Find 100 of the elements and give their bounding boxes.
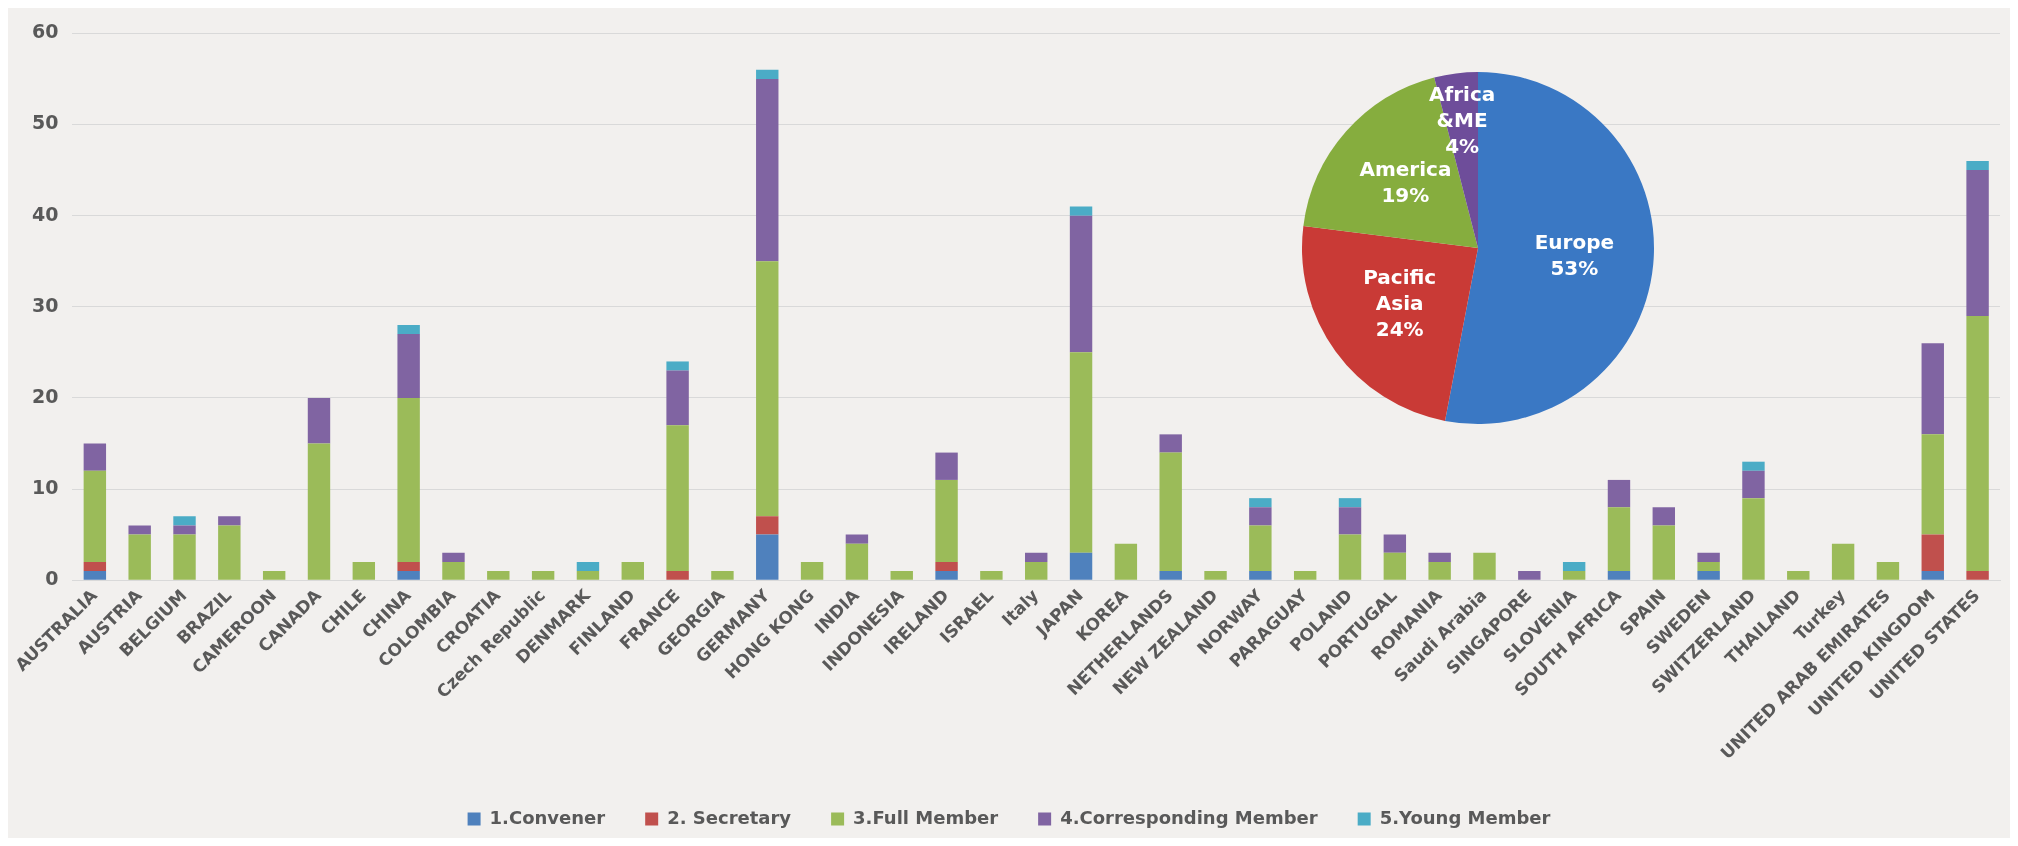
bar xyxy=(666,370,689,426)
bar xyxy=(397,571,420,580)
legend-label: 2. Secretary xyxy=(667,806,792,828)
legend-label: 5.Young Member xyxy=(1379,806,1551,828)
bar xyxy=(1742,461,1765,471)
bar xyxy=(218,525,241,580)
slice-label: America xyxy=(1359,157,1452,182)
data-label: 19% xyxy=(1381,183,1430,208)
bar xyxy=(442,561,465,580)
y-tick-label: 30 xyxy=(31,293,59,316)
bar xyxy=(1069,215,1093,353)
bar xyxy=(1742,470,1765,499)
bar xyxy=(666,361,689,371)
bar xyxy=(1921,434,1944,535)
bar xyxy=(307,397,331,444)
bar xyxy=(1159,571,1182,580)
bar xyxy=(1518,571,1541,580)
bar xyxy=(935,571,958,580)
y-tick-label: 20 xyxy=(31,384,59,407)
bar xyxy=(1921,571,1944,580)
bar xyxy=(83,561,107,572)
bar xyxy=(1607,479,1631,508)
bar xyxy=(756,69,779,79)
bar xyxy=(1607,507,1631,572)
bar xyxy=(576,571,600,580)
bar xyxy=(1742,498,1765,580)
bar xyxy=(1204,571,1227,580)
bar xyxy=(262,571,286,580)
bar xyxy=(1697,552,1720,562)
bar xyxy=(800,561,824,580)
y-tick-label: 40 xyxy=(31,202,59,225)
bar xyxy=(1966,160,1989,171)
bar xyxy=(935,452,958,480)
bar xyxy=(1562,571,1586,580)
bar xyxy=(1966,571,1989,580)
bar xyxy=(1249,525,1272,572)
bar xyxy=(1876,561,1900,580)
bar xyxy=(1921,534,1944,572)
bar xyxy=(1025,561,1048,580)
bar xyxy=(1293,571,1317,580)
bar xyxy=(1473,552,1496,580)
y-tick-label: 10 xyxy=(31,475,59,498)
bar xyxy=(845,534,869,544)
bar xyxy=(1697,571,1720,580)
bar xyxy=(1652,507,1675,526)
bar xyxy=(1383,534,1407,553)
bar xyxy=(1338,498,1362,508)
bar xyxy=(397,325,420,335)
bar xyxy=(890,571,913,580)
bar xyxy=(442,552,465,562)
bar xyxy=(1338,534,1362,580)
bar xyxy=(1249,498,1272,508)
slice-label: Pacific Asia xyxy=(1363,265,1437,316)
bar xyxy=(1338,507,1362,535)
bar xyxy=(666,571,689,580)
y-tick-label: 0 xyxy=(45,567,59,590)
bar xyxy=(845,543,869,580)
bar xyxy=(935,561,958,572)
bar xyxy=(128,534,151,580)
bar xyxy=(980,571,1003,580)
bar xyxy=(218,516,241,526)
bar xyxy=(1428,561,1451,580)
bar xyxy=(711,571,734,580)
bar xyxy=(487,571,510,580)
bar xyxy=(1966,170,1989,316)
bar xyxy=(1787,571,1810,580)
data-label: 4% xyxy=(1445,134,1480,159)
bar xyxy=(1114,543,1138,580)
bar xyxy=(1383,552,1407,580)
bar xyxy=(83,443,107,471)
bar xyxy=(935,479,958,562)
bar xyxy=(128,525,151,535)
bar xyxy=(1249,571,1272,580)
bar xyxy=(397,397,420,562)
bar xyxy=(1652,525,1675,580)
bar xyxy=(1069,206,1093,216)
bar xyxy=(576,561,600,572)
bar xyxy=(1921,343,1944,435)
bar xyxy=(756,78,779,262)
bar xyxy=(756,261,779,517)
bar xyxy=(1831,543,1855,580)
legend-label: 1.Convener xyxy=(489,806,606,828)
bar xyxy=(173,525,196,535)
bar xyxy=(397,561,420,572)
bar xyxy=(83,571,107,580)
bar xyxy=(756,534,779,580)
bar xyxy=(621,561,644,580)
bar xyxy=(397,334,420,398)
bar xyxy=(83,470,107,562)
bar xyxy=(352,561,376,580)
bar xyxy=(173,534,196,580)
data-label: 53% xyxy=(1550,256,1599,281)
y-tick-label: 60 xyxy=(31,20,59,43)
legend-label: 4.Corresponding Member xyxy=(1060,806,1318,828)
bar xyxy=(1428,552,1451,562)
bar xyxy=(1249,507,1272,526)
bar xyxy=(1966,315,1989,572)
legend-label: 3.Full Member xyxy=(853,806,999,828)
bar xyxy=(1069,552,1093,580)
bar xyxy=(1562,561,1586,572)
